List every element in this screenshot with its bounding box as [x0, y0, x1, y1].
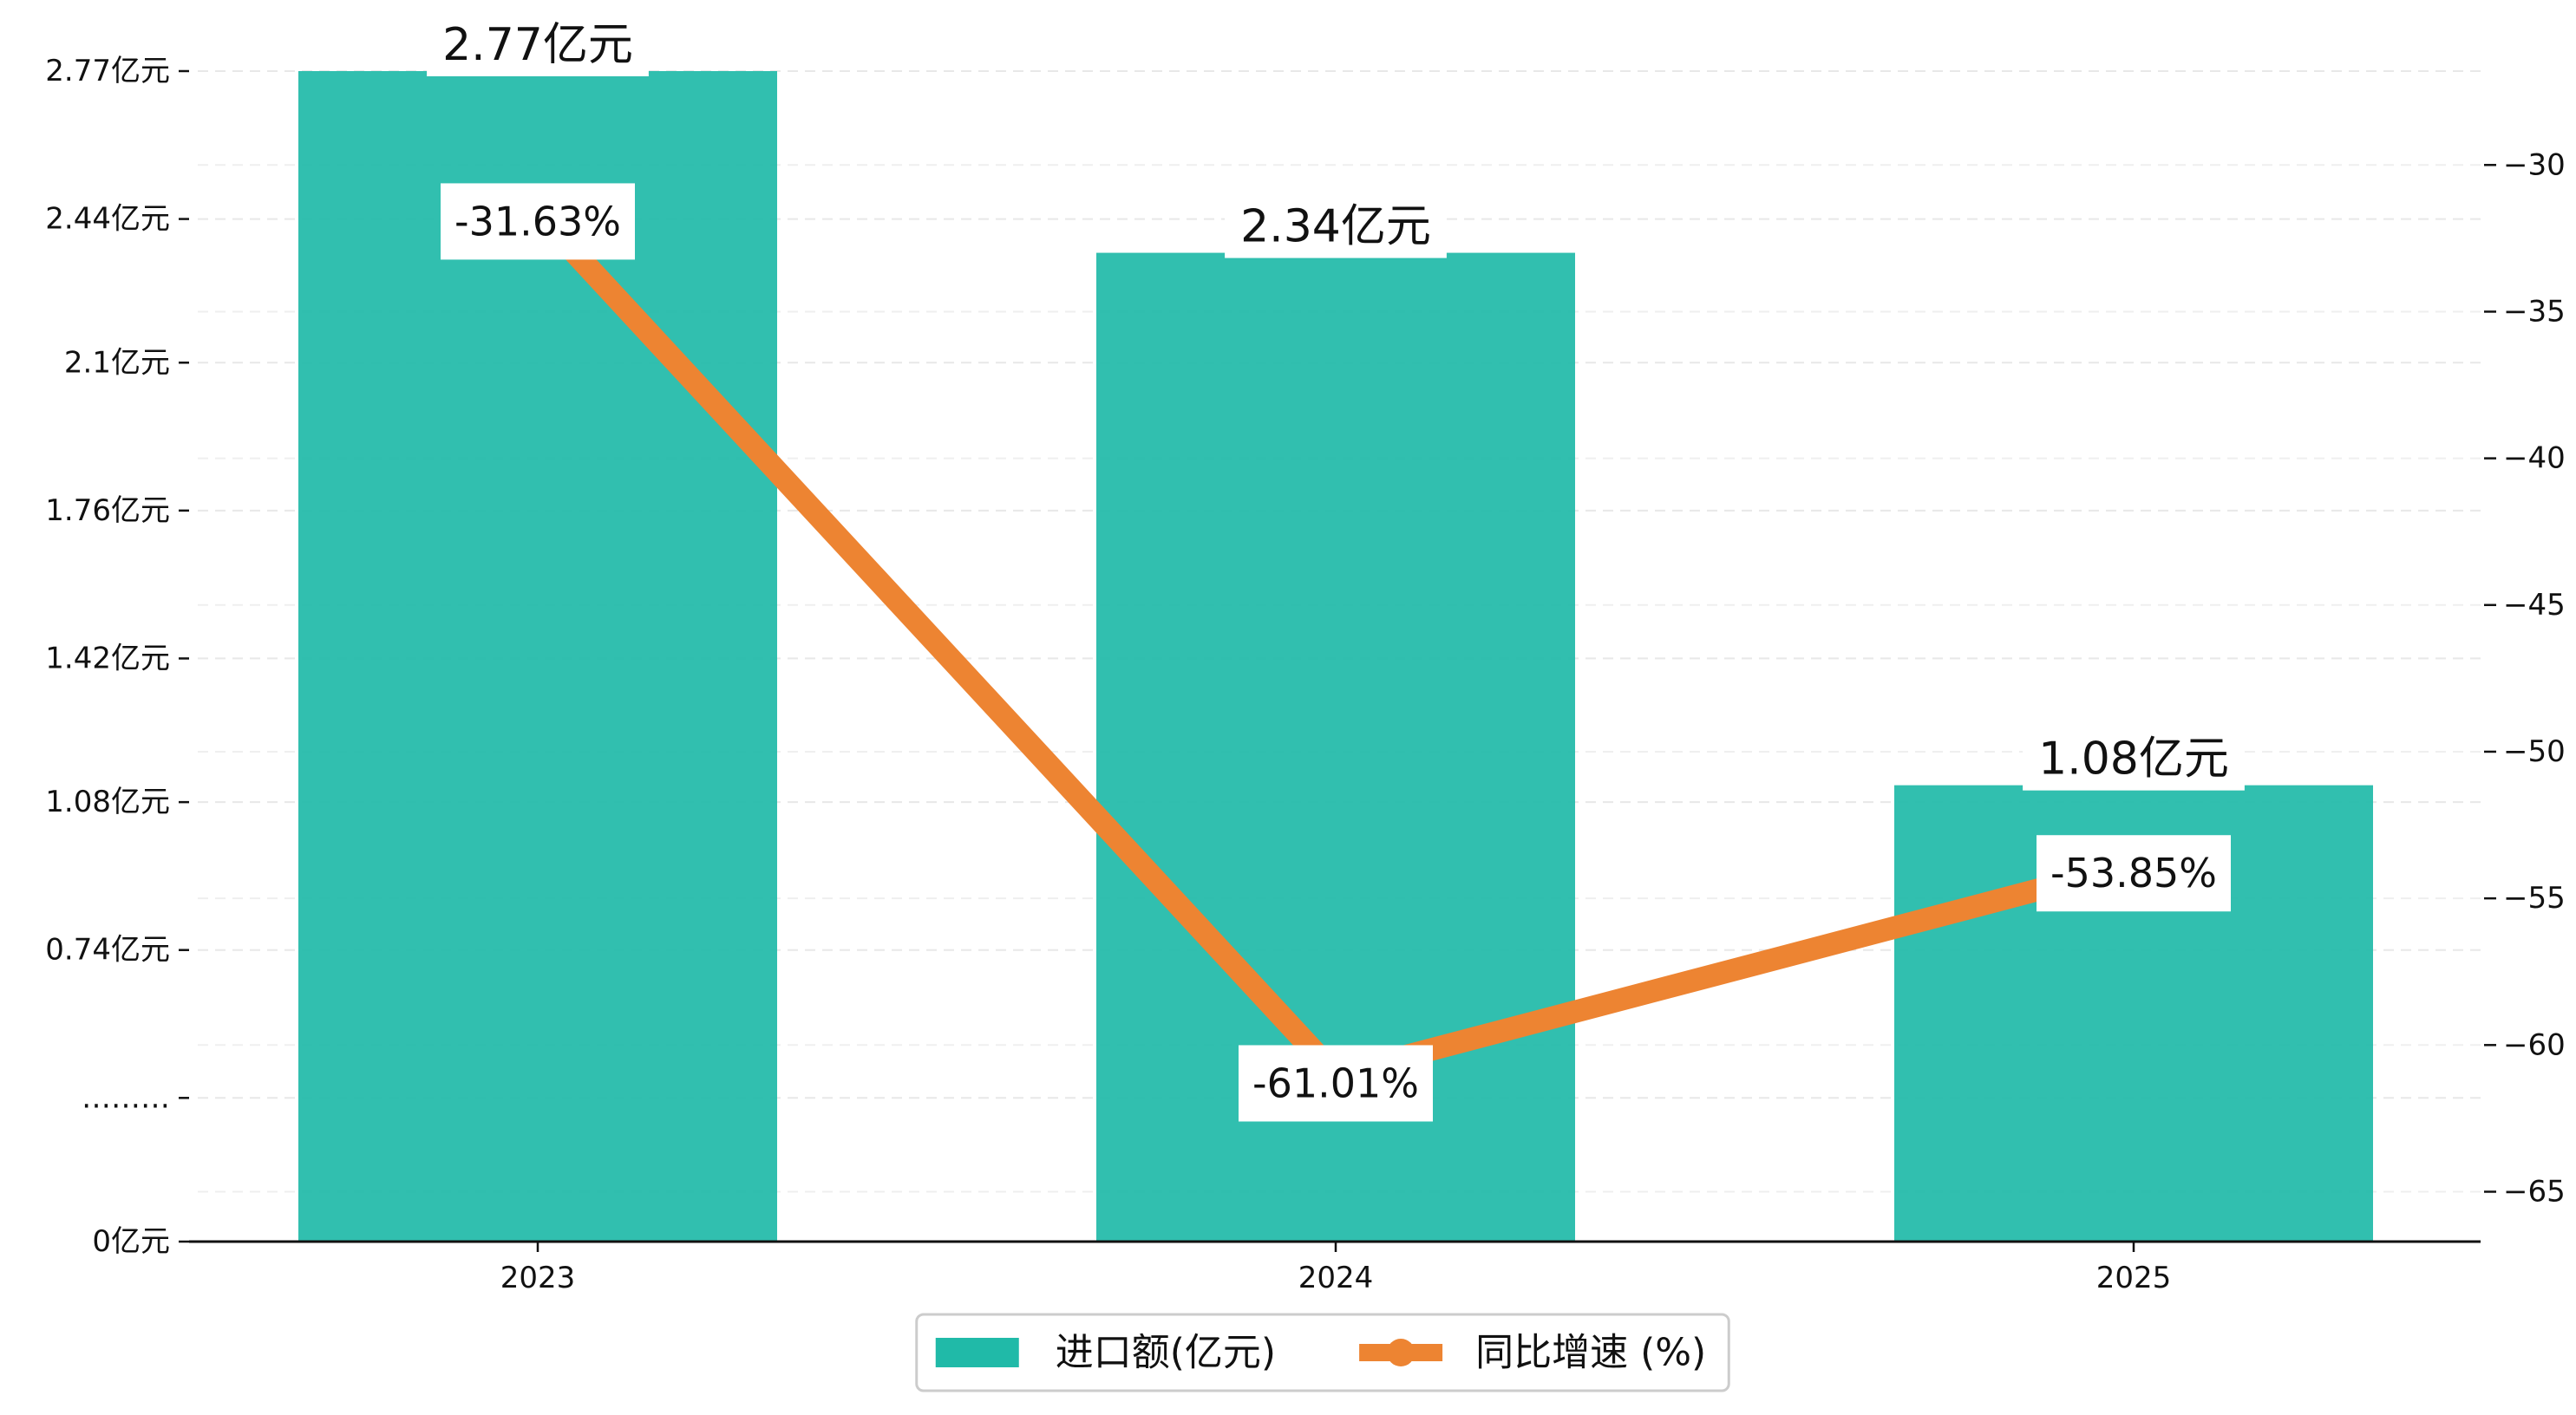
line-value-label-bg: [441, 183, 635, 260]
bar-value-label-group: 2.34亿元: [1225, 195, 1447, 258]
bar-value-label-bg: [1225, 195, 1447, 258]
left-tick-label: 1.76亿元: [45, 493, 170, 528]
left-tick-label: 0亿元: [92, 1224, 170, 1259]
axes: 0亿元 ……… 0.74亿元 1.08亿元 1.42亿元 1.76亿元 2.1亿元 2.44亿…: [45, 54, 2565, 1295]
legend-label-line: 同比增速 (%): [1475, 1331, 1706, 1375]
bar-value-label-group: 1.08亿元: [2023, 727, 2245, 791]
right-tick-label: −35: [2503, 294, 2566, 329]
line-value-label-bg: [1239, 1045, 1433, 1122]
left-tick-label: 0.74亿元: [45, 933, 170, 968]
bar-value-label: 1.08亿元: [2038, 734, 2229, 786]
left-tick-label: 2.1亿元: [64, 345, 170, 380]
right-tick-label: −65: [2503, 1174, 2566, 1209]
x-tick-label: 2025: [2096, 1261, 2172, 1295]
bar-value-label: 2.34亿元: [1240, 201, 1431, 253]
x-tick-label: 2024: [1298, 1261, 1374, 1295]
legend-swatch-marker: [1387, 1339, 1415, 1366]
left-tick-label: 2.44亿元: [45, 202, 170, 237]
line-value-label: -53.85%: [2050, 850, 2217, 897]
right-tick-label: −50: [2503, 734, 2566, 769]
bars: [298, 71, 2373, 1242]
bar-value-label-bg: [427, 14, 649, 76]
line-value-label: -31.63%: [454, 198, 621, 245]
bar-value-label-bg: [2023, 727, 2245, 791]
line-value-label: -61.01%: [1252, 1060, 1419, 1106]
left-tick-label: 1.08亿元: [45, 785, 170, 819]
right-tick-label: −40: [2503, 441, 2566, 476]
right-tick-label: −30: [2503, 147, 2566, 182]
line-value-label-bg: [2037, 835, 2231, 912]
bar-value-label-group: 2.77亿元: [427, 14, 649, 76]
bar-value-label: 2.77亿元: [442, 19, 633, 71]
left-tick-label: 2.77亿元: [45, 54, 170, 88]
legend-swatch-bar: [935, 1338, 1019, 1367]
legend-label-bar: 进口额(亿元): [1056, 1331, 1276, 1375]
right-tick-label: −45: [2503, 588, 2566, 623]
bar-2023: [298, 71, 777, 1242]
legend[interactable]: 进口额(亿元) 同比增速 (%): [915, 1313, 1730, 1392]
line-value-label-group: -53.85%: [2037, 835, 2231, 912]
right-tick-label: −55: [2503, 881, 2566, 916]
legend-box-group: 进口额(亿元) 同比增速 (%): [915, 1313, 1730, 1392]
line-value-label-group: -31.63%: [441, 183, 635, 260]
legend-frame: [915, 1313, 1730, 1392]
x-tick-label: 2023: [500, 1261, 576, 1295]
data-labels: 2.77亿元 2.34亿元 1.08亿元 -31.63% -61.01% -53.85%: [427, 14, 2245, 1122]
left-tick-label: 1.42亿元: [45, 641, 170, 675]
line-value-label-group: -61.01%: [1239, 1045, 1433, 1122]
right-tick-label: −60: [2503, 1027, 2566, 1062]
left-tick-label: ………: [82, 1080, 170, 1115]
